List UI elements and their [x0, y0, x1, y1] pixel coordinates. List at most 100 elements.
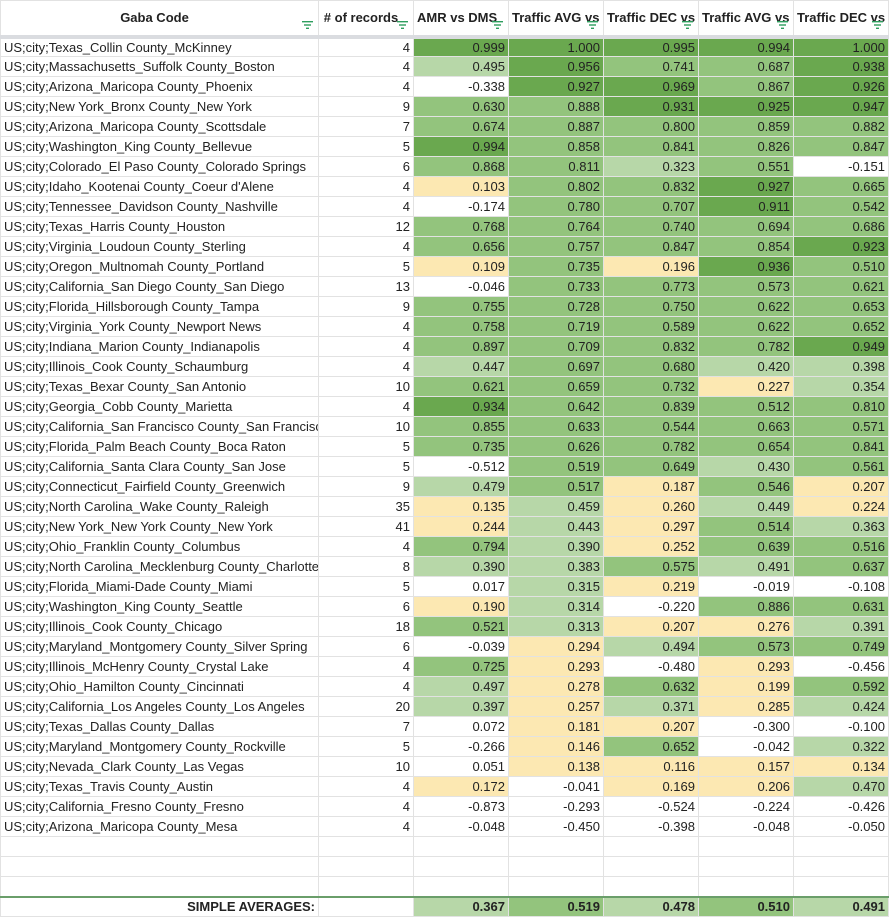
score-cell[interactable]: 0.297: [603, 516, 699, 537]
score-cell[interactable]: 0.257: [508, 696, 604, 717]
records-cell[interactable]: 4: [318, 816, 414, 837]
score-cell[interactable]: 0.443: [508, 516, 604, 537]
score-cell[interactable]: 0.936: [698, 256, 794, 277]
score-cell[interactable]: 0.252: [603, 536, 699, 557]
score-cell[interactable]: 0.138: [508, 756, 604, 777]
score-cell[interactable]: 0.768: [413, 216, 509, 237]
records-cell[interactable]: 9: [318, 296, 414, 317]
score-cell[interactable]: 0.709: [508, 336, 604, 357]
score-cell[interactable]: 0.589: [603, 316, 699, 337]
records-cell[interactable]: 4: [318, 76, 414, 97]
score-cell[interactable]: 0.390: [508, 536, 604, 557]
score-cell[interactable]: 0.782: [698, 336, 794, 357]
score-cell[interactable]: -0.480: [603, 656, 699, 677]
score-cell[interactable]: 0.911: [698, 196, 794, 217]
empty-cell[interactable]: [508, 876, 604, 897]
score-cell[interactable]: 0.956: [508, 56, 604, 77]
score-cell[interactable]: 0.740: [603, 216, 699, 237]
score-cell[interactable]: 0.207: [603, 716, 699, 737]
score-cell[interactable]: 0.847: [603, 236, 699, 257]
score-cell[interactable]: 0.470: [793, 776, 889, 797]
records-cell[interactable]: 35: [318, 496, 414, 517]
score-cell[interactable]: 0.293: [508, 656, 604, 677]
average-value-cell[interactable]: 0.510: [698, 895, 794, 917]
column-header-traffic-dec-vs-oss[interactable]: Traffic DEC vs OSS: [793, 0, 889, 39]
score-cell[interactable]: 0.571: [793, 416, 889, 437]
empty-cell[interactable]: [603, 856, 699, 877]
score-cell[interactable]: 0.931: [603, 96, 699, 117]
score-cell[interactable]: 0.802: [508, 176, 604, 197]
score-cell[interactable]: 0.653: [793, 296, 889, 317]
score-cell[interactable]: 0.927: [508, 76, 604, 97]
score-cell[interactable]: 0.227: [698, 376, 794, 397]
score-cell[interactable]: 0.219: [603, 576, 699, 597]
score-cell[interactable]: 0.420: [698, 356, 794, 377]
score-cell[interactable]: -0.042: [698, 736, 794, 757]
score-cell[interactable]: -0.398: [603, 816, 699, 837]
score-cell[interactable]: -0.048: [698, 816, 794, 837]
gaba-code-cell[interactable]: US;city;Florida_Hillsborough County_Tamp…: [0, 296, 319, 317]
column-header-amr-vs-dms[interactable]: AMR vs DMS: [413, 0, 509, 39]
score-cell[interactable]: 0.735: [413, 436, 509, 457]
score-cell[interactable]: 0.187: [603, 476, 699, 497]
score-cell[interactable]: 0.495: [413, 56, 509, 77]
gaba-code-cell[interactable]: US;city;Idaho_Kootenai County_Coeur d'Al…: [0, 176, 319, 197]
score-cell[interactable]: 0.196: [603, 256, 699, 277]
records-cell[interactable]: 4: [318, 676, 414, 697]
score-cell[interactable]: 0.622: [698, 296, 794, 317]
score-cell[interactable]: -0.300: [698, 716, 794, 737]
score-cell[interactable]: 0.694: [698, 216, 794, 237]
records-cell[interactable]: 41: [318, 516, 414, 537]
score-cell[interactable]: 0.315: [508, 576, 604, 597]
score-cell[interactable]: 0.135: [413, 496, 509, 517]
score-cell[interactable]: 0.735: [508, 256, 604, 277]
score-cell[interactable]: 0.847: [793, 136, 889, 157]
records-cell[interactable]: 5: [318, 256, 414, 277]
score-cell[interactable]: 0.934: [413, 396, 509, 417]
records-cell[interactable]: 6: [318, 156, 414, 177]
score-cell[interactable]: 0.314: [508, 596, 604, 617]
score-cell[interactable]: 0.244: [413, 516, 509, 537]
score-cell[interactable]: 0.925: [698, 96, 794, 117]
score-cell[interactable]: 0.854: [698, 236, 794, 257]
score-cell[interactable]: 0.626: [508, 436, 604, 457]
average-value-cell[interactable]: 0.367: [413, 895, 509, 917]
score-cell[interactable]: 0.652: [603, 736, 699, 757]
score-cell[interactable]: 0.732: [603, 376, 699, 397]
gaba-code-cell[interactable]: US;city;Connecticut_Fairfield County_Gre…: [0, 476, 319, 497]
score-cell[interactable]: 0.639: [698, 536, 794, 557]
gaba-code-cell[interactable]: US;city;Arizona_Maricopa County_Mesa: [0, 816, 319, 837]
records-cell[interactable]: 7: [318, 716, 414, 737]
score-cell[interactable]: -0.039: [413, 636, 509, 657]
score-cell[interactable]: 0.725: [413, 656, 509, 677]
gaba-code-cell[interactable]: US;city;Massachusetts_Suffolk County_Bos…: [0, 56, 319, 77]
score-cell[interactable]: 0.157: [698, 756, 794, 777]
empty-cell[interactable]: [698, 856, 794, 877]
filter-icon[interactable]: [777, 20, 788, 29]
score-cell[interactable]: 0.855: [413, 416, 509, 437]
records-cell[interactable]: 12: [318, 216, 414, 237]
score-cell[interactable]: 0.390: [413, 556, 509, 577]
score-cell[interactable]: -0.524: [603, 796, 699, 817]
gaba-code-cell[interactable]: US;city;Arizona_Maricopa County_Phoenix: [0, 76, 319, 97]
empty-cell[interactable]: [318, 856, 414, 877]
gaba-code-cell[interactable]: US;city;Ohio_Franklin County_Columbus: [0, 536, 319, 557]
score-cell[interactable]: 0.741: [603, 56, 699, 77]
score-cell[interactable]: 0.888: [508, 96, 604, 117]
score-cell[interactable]: 0.521: [413, 616, 509, 637]
gaba-code-cell[interactable]: US;city;Nevada_Clark County_Las Vegas: [0, 756, 319, 777]
score-cell[interactable]: 0.510: [793, 256, 889, 277]
score-cell[interactable]: 0.313: [508, 616, 604, 637]
score-cell[interactable]: 0.794: [413, 536, 509, 557]
score-cell[interactable]: 0.994: [413, 136, 509, 157]
score-cell[interactable]: 0.654: [698, 436, 794, 457]
empty-cell[interactable]: [793, 876, 889, 897]
score-cell[interactable]: 0.323: [603, 156, 699, 177]
records-cell[interactable]: 4: [318, 316, 414, 337]
score-cell[interactable]: 0.633: [508, 416, 604, 437]
score-cell[interactable]: 0.190: [413, 596, 509, 617]
gaba-code-cell[interactable]: US;city;Illinois_McHenry County_Crystal …: [0, 656, 319, 677]
score-cell[interactable]: 0.656: [413, 236, 509, 257]
score-cell[interactable]: 0.663: [698, 416, 794, 437]
score-cell[interactable]: -0.100: [793, 716, 889, 737]
